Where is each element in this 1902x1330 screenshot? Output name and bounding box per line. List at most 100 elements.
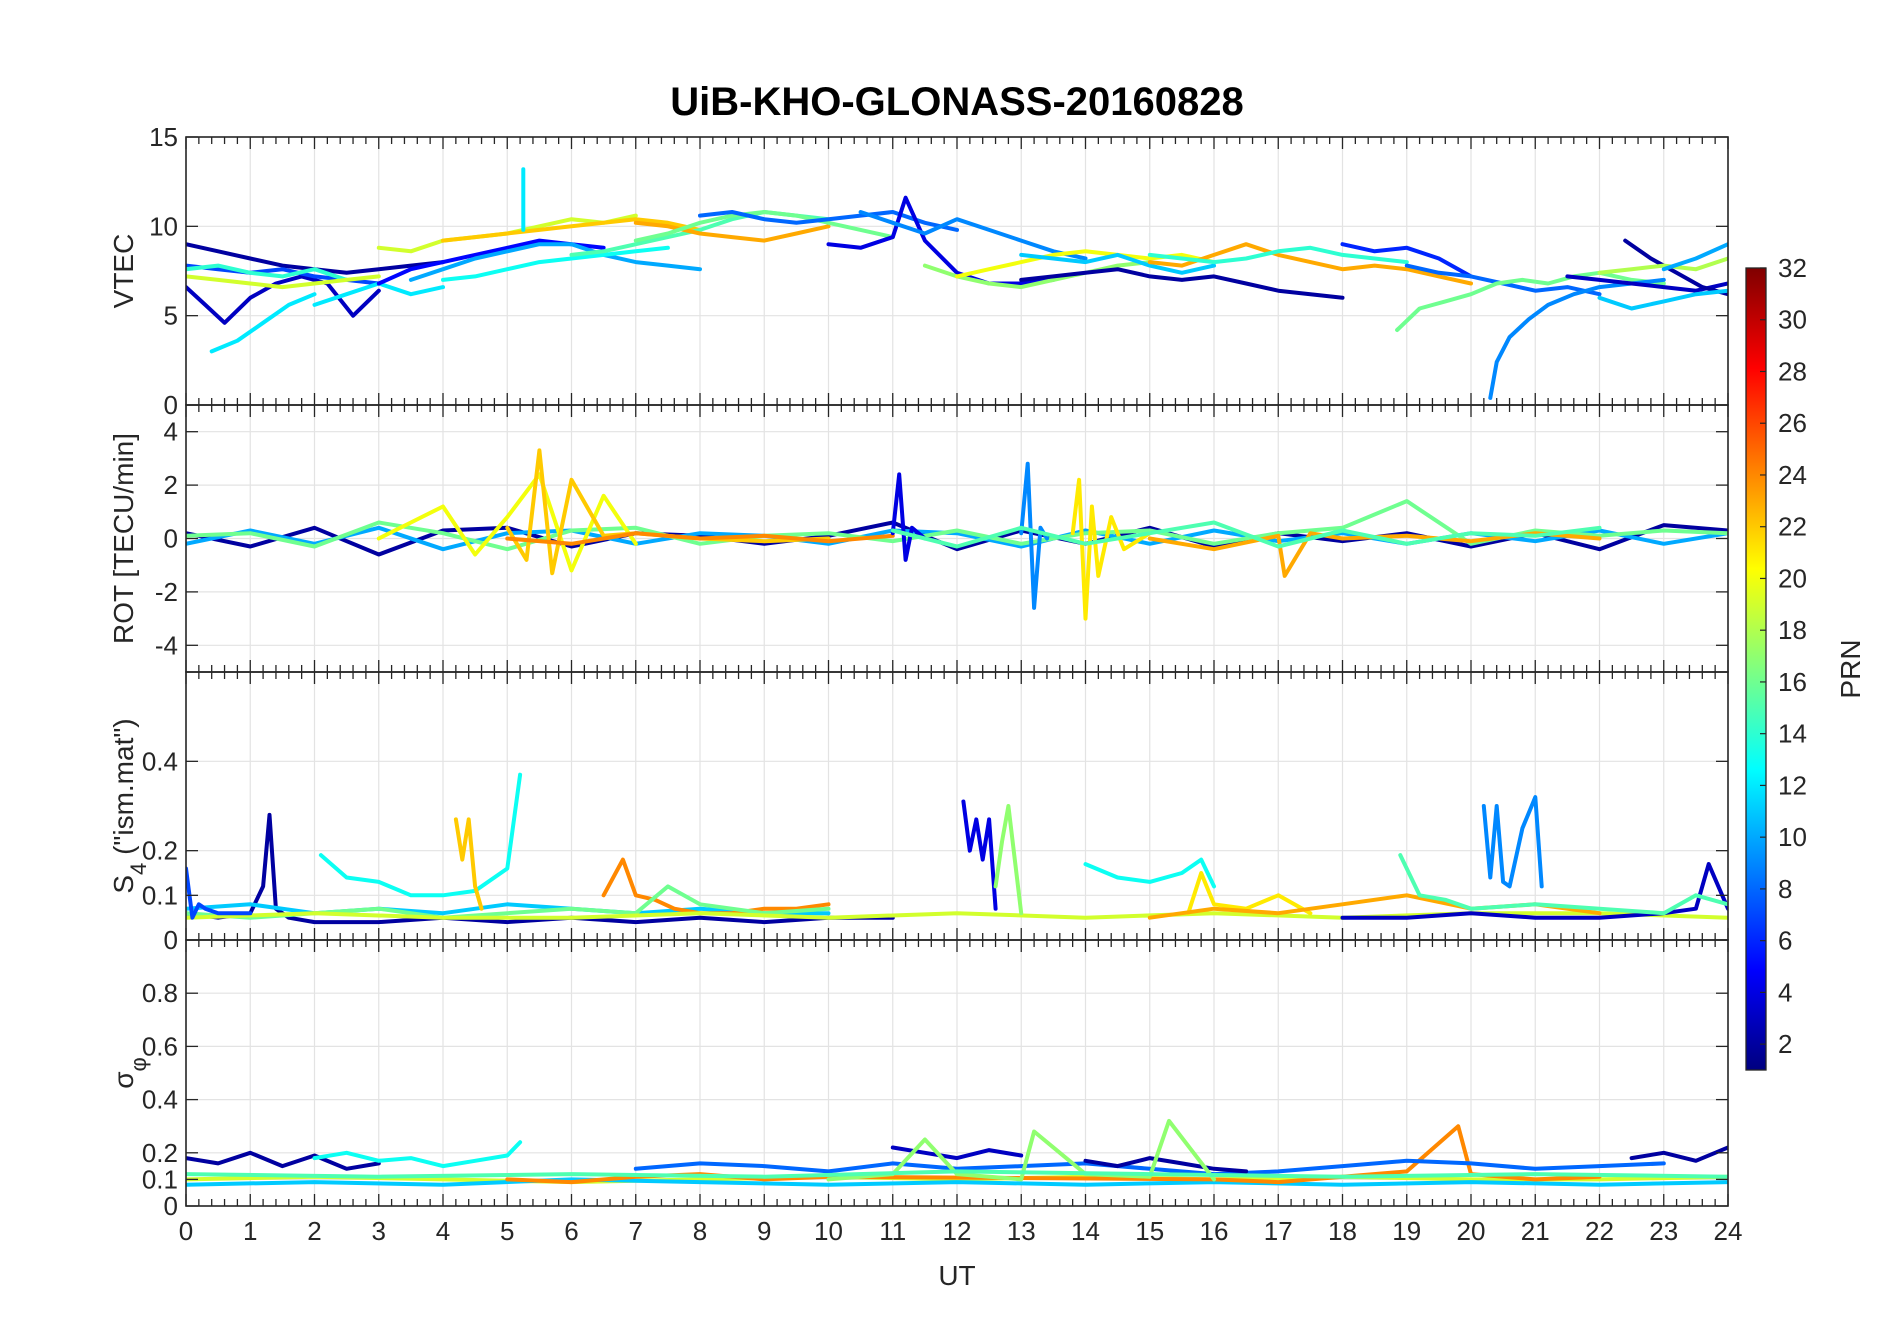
y-tick-label-vtec-3: 15: [149, 122, 178, 152]
x-tick-label-1: 1: [243, 1216, 257, 1246]
series-group-s4: [186, 772, 1728, 925]
series-line-vtec-17: [826, 195, 1056, 286]
series-line-vtec-1: [186, 274, 381, 325]
colorbar-tick-4: 10: [1778, 822, 1807, 852]
x-tick-label-15: 15: [1135, 1216, 1164, 1246]
series-line-vtec-27: [1395, 270, 1666, 332]
y-tick-label-s4-0: 0: [164, 925, 178, 955]
series-line-vtec-29: [1565, 274, 1728, 293]
y-tick-label-s4-3: 0.4: [142, 746, 178, 776]
series-line-vtec-18: [858, 210, 1088, 261]
y-axis-label-s4: S4 ("ism.mat"): [108, 718, 151, 893]
colorbar-tick-2: 6: [1778, 926, 1792, 956]
y-tick-label-sigma_phi-0: 0: [164, 1191, 178, 1221]
series-line-vtec-33: [1661, 242, 1728, 272]
x-tick-label-19: 19: [1392, 1216, 1421, 1246]
x-ticks-s4: [185, 672, 1729, 940]
colorbar-tick-12: 26: [1778, 408, 1807, 438]
x-ticks-sigma_phi: [185, 940, 1729, 1206]
series-line-vtec-24: [1147, 245, 1409, 265]
series-line-vtec-14: [633, 220, 831, 243]
x-ticks-rot: [185, 405, 1729, 672]
series-line-vtec-31: [1597, 288, 1728, 311]
series-line-s4-15: [186, 866, 253, 920]
colorbar-tick-6: 14: [1778, 719, 1807, 749]
x-tick-label-20: 20: [1457, 1216, 1486, 1246]
series-line-vtec-3: [209, 292, 317, 354]
panel-rot: -4 -2 0 2 4 ROT [TECU/min]: [108, 404, 1729, 673]
x-tick-label-6: 6: [564, 1216, 578, 1246]
series-line-s4-3: [453, 817, 484, 911]
y-axis-label-sigma_phi: σφ: [108, 1057, 151, 1089]
series-line-sigma_phi-8: [1629, 1145, 1728, 1163]
panel-vtec: 0 5 10 15 VTEC: [108, 122, 1729, 420]
x-tick-label-16: 16: [1200, 1216, 1229, 1246]
grid-rot: [185, 405, 1729, 672]
y-tick-label-s4-2: 0.2: [142, 836, 178, 866]
series-line-vtec-21: [1019, 252, 1216, 275]
colorbar-tick-3: 8: [1778, 874, 1792, 904]
series-group-vtec: [186, 167, 1728, 400]
colorbar-label: PRN: [1835, 639, 1866, 698]
y-axis-label-vtec: VTEC: [108, 234, 139, 309]
x-tick-label-24: 24: [1714, 1216, 1743, 1246]
x-tick-label-21: 21: [1521, 1216, 1550, 1246]
panel-sigma_phi: 00.10.2 0.4 0.6 0.8 σφ: [108, 939, 1729, 1221]
series-line-sigma_phi-3: [186, 1177, 1728, 1187]
x-tick-label-8: 8: [693, 1216, 707, 1246]
x-ticks-vtec: [185, 137, 1729, 405]
colorbar-tick-1: 4: [1778, 977, 1792, 1007]
y-tick-label-rot-2: 0: [164, 524, 178, 554]
x-tick-label-2: 2: [307, 1216, 321, 1246]
x-tick-label-18: 18: [1328, 1216, 1357, 1246]
series-line-vtec-28: [1488, 277, 1666, 400]
y-tick-label-sigma_phi-3: 0.4: [142, 1085, 178, 1115]
series-line-s4-9: [1083, 857, 1216, 889]
series-line-sigma_phi-7: [1083, 1156, 1249, 1174]
series-line-rot-2: [186, 499, 1728, 552]
colorbar-tick-14: 30: [1778, 305, 1807, 335]
series-line-vtec-4: [186, 263, 349, 282]
series-line-vtec-10: [408, 242, 702, 282]
series-line-s4-13: [1340, 862, 1728, 920]
y-tick-label-sigma_phi-2: 0.2: [142, 1138, 178, 1168]
colorbar-tick-0: 2: [1778, 1029, 1792, 1059]
y-tick-label-sigma_phi-4: 0.6: [142, 1031, 178, 1061]
colorbar-gradient: [1745, 267, 1767, 1071]
y-axis-label-rot: ROT [TECU/min]: [108, 433, 139, 644]
colorbar-tick-8: 18: [1778, 615, 1807, 645]
series-line-vtec-25: [1340, 242, 1473, 279]
y-tick-label-vtec-2: 10: [149, 211, 178, 241]
x-axis-label: UT: [938, 1260, 975, 1291]
y-tick-label-vtec-0: 0: [164, 390, 178, 420]
x-tick-label-3: 3: [372, 1216, 386, 1246]
x-tick-label-12: 12: [943, 1216, 972, 1246]
colorbar-tick-11: 24: [1778, 460, 1807, 490]
series-line-rot-6: [890, 472, 927, 562]
series-line-sigma_phi-1: [312, 1140, 523, 1169]
x-tick-label-5: 5: [500, 1216, 514, 1246]
series-line-vtec-5: [186, 274, 381, 290]
x-tick-label-9: 9: [757, 1216, 771, 1246]
series-line-rot-0: [186, 520, 1728, 557]
series-line-rot-4: [505, 448, 831, 576]
series-line-vtec-11: [441, 245, 670, 282]
x-tick-labels: 0 1 2 3 4 5 6 7 8 9 10 11 12 13 14 15 16 17 18 19 20 21 22 23 24: [179, 1216, 1743, 1246]
series-line-rot-10: [890, 520, 1602, 549]
y-tick-label-rot-4: 4: [164, 417, 178, 447]
colorbar-tick-5: 12: [1778, 770, 1807, 800]
series-group-sigma_phi: [186, 1118, 1728, 1187]
x-tick-label-13: 13: [1007, 1216, 1036, 1246]
series-line-vtec-32: [1597, 256, 1728, 275]
x-tick-label-7: 7: [629, 1216, 643, 1246]
x-tick-label-10: 10: [814, 1216, 843, 1246]
colorbar-tick-7: 16: [1778, 667, 1807, 697]
series-line-s4-4: [601, 857, 831, 916]
series-line-vtec-23: [1147, 242, 1473, 286]
series-line-sigma_phi-5: [633, 1158, 1666, 1177]
series-line-vtec-8: [441, 217, 702, 243]
